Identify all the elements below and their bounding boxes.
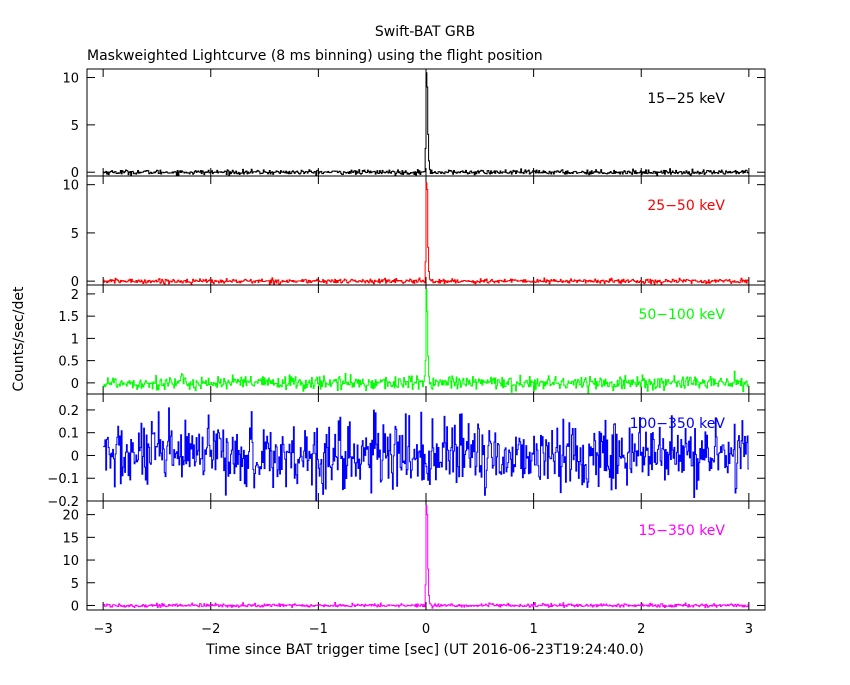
panel-3: 0 0.5 1 1.5 2 50−100 keV	[58, 284, 766, 395]
x-tick-label: 2	[637, 622, 645, 637]
x-axis-label: Time since BAT trigger time [sec] (UT 20…	[205, 642, 644, 658]
x-tick-label: 1	[529, 622, 537, 637]
band-label: 15−25 keV	[647, 91, 725, 107]
y-tick-label: 10	[62, 554, 79, 569]
y-tick-label: 5	[71, 227, 79, 242]
band-label: 50−100 keV	[638, 307, 725, 323]
chart-subtitle: Maskweighted Lightcurve (8 ms binning) u…	[87, 48, 543, 64]
y-tick-label: 0	[71, 449, 79, 464]
y-tick-label: 0	[71, 275, 79, 290]
series-line	[103, 407, 749, 502]
y-tick-label: 10	[62, 179, 79, 194]
y-tick-label: 0.2	[58, 404, 79, 419]
band-label: 25−50 keV	[647, 198, 725, 214]
y-tick-label: 5	[71, 119, 79, 134]
series-line	[103, 72, 749, 177]
band-label: 100−350 keV	[630, 416, 726, 432]
y-tick-label: 10	[62, 72, 79, 87]
y-tick-label: 20	[62, 509, 79, 524]
x-tick-label: 0	[422, 622, 430, 637]
y-tick-label: 2	[71, 288, 79, 303]
y-tick-label: 0.5	[58, 355, 79, 370]
y-tick-label: 0	[71, 377, 79, 392]
y-tick-label: 1.5	[58, 310, 79, 325]
panel-2: 0 5 10 25−50 keV	[62, 175, 766, 290]
chart-title: Swift-BAT GRB	[375, 24, 475, 40]
panel-4: −0.2 −0.1 0 0.1 0.2 100−350 keV	[47, 393, 766, 510]
y-tick-label: −0.1	[47, 472, 79, 487]
x-tick-label: 3	[745, 622, 753, 637]
y-tick-label: 0.1	[58, 427, 79, 442]
panel-5: 0 5 10 15 20 15−350 keV	[62, 500, 766, 614]
y-tick-label: 0	[71, 599, 79, 614]
series-line	[103, 505, 749, 609]
x-tick-label: −3	[94, 622, 113, 637]
band-label: 15−350 keV	[638, 523, 725, 539]
series-line	[103, 182, 749, 286]
panel-1: 0 5 10 15−25 keV	[62, 68, 766, 181]
y-tick-label: 5	[71, 577, 79, 592]
series-line	[103, 288, 749, 395]
y-tick-label: 0	[71, 166, 79, 181]
y-axis-label: Counts/sec/det	[11, 286, 27, 391]
y-tick-label: −0.2	[47, 495, 79, 510]
y-tick-label: 1	[71, 332, 79, 347]
x-tick-label: −1	[309, 622, 328, 637]
y-tick-label: 15	[62, 531, 79, 546]
x-tick-label: −2	[201, 622, 220, 637]
